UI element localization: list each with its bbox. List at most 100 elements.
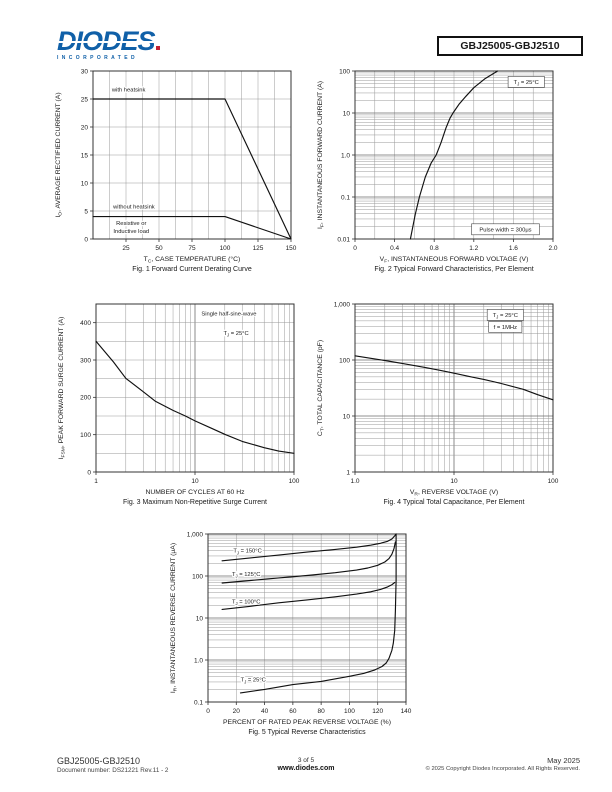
x-tick-label: 100 [220,245,231,252]
annotation-label: without heatsink [112,205,155,211]
annotation-box [488,321,523,333]
figure-5: TJ = 150°C TJ = 125°C TJ = 100°C TJ = 25°C 0… [164,527,416,736]
fig1-caption: Fig. 1 Forward Current Derating Curve [132,266,252,273]
figure-3: Single half-sine-wave TJ = 25°C 1 10 100 0 100… [52,297,304,506]
annotation-label: TJ = 25°C [493,313,518,320]
x-axis-title: NUMBER OF CYCLES AT 60 Hz [145,489,245,496]
x-axis-title: VF, INSTANTANEOUS FORWARD VOLTAGE (V) [380,256,529,265]
x-axis-title: TC, CASE TEMPERATURE (°C) [144,255,241,265]
series-forward-characteristic [409,70,499,240]
y-tick-label: 30 [81,68,89,75]
figure-4: TJ = 25°C f = 1MHz 1.0 10 100 1 10 100 1,000 VR, … [311,297,563,506]
series-total-capacitance [354,355,554,401]
y-tick-label: 25 [81,96,89,103]
y-tick-label: 400 [80,320,91,327]
y-tick-label: 100 [339,68,350,75]
annotation-box [486,309,524,321]
footer-page-info: 3 of 5 [297,757,315,764]
y-tick-label: 0.01 [337,236,350,243]
annotation-label: TJ = 100°C [232,599,260,606]
y-axis-title: IR, INSTANTANEOUS REVERSE CURRENT (μA) [170,543,179,693]
x-tick-label: 100 [548,478,559,485]
y-tick-label: 10 [81,180,89,187]
figure-2: TJ = 25°C Pulse width = 300μs 0 0.4 0.8 1.2 1.… [311,64,563,273]
annotation-label: TJ = 125°C [232,572,260,579]
x-tick-label: 150 [286,245,297,252]
footer-left: GBJ25005-GBJ2510 Document number: DS2122… [57,756,168,774]
y-tick-label: 1.0 [194,657,203,664]
fig5-chart: TJ = 150°C TJ = 125°C TJ = 100°C TJ = 25°C 0… [170,531,412,726]
figure-1: with heatsink without heatsink Resistive o… [49,64,301,273]
y-tick-label: 300 [80,357,91,364]
y-tick-label: 1,000 [334,301,351,308]
x-tick-label: 75 [188,245,196,252]
x-tick-label: 120 [372,708,383,715]
footer-website-link[interactable]: www.diodes.com [277,765,335,772]
fig1-chart: with heatsink without heatsink Resistive o… [55,68,297,265]
y-tick-label: 0 [84,236,88,243]
x-tick-label: 80 [318,708,326,715]
annotation-label: with heatsink [111,87,146,93]
y-tick-label: 0.1 [194,699,203,706]
x-axis-title: VR, REVERSE VOLTAGE (V) [410,489,498,498]
fig4-chart: TJ = 25°C f = 1MHz 1.0 10 100 1 10 100 1,000 VR, … [317,301,559,498]
x-tick-label: 40 [261,708,269,715]
series-surge-current [95,340,295,454]
part-number-box: GBJ25005-GBJ2510 [437,36,583,56]
x-tick-label: 1.6 [509,245,518,252]
x-axis-title: PERCENT OF RATED PEAK REVERSE VOLTAGE (%… [223,719,391,726]
y-axis-title: IO, AVERAGE RECTIFIED CURRENT (A) [55,92,64,217]
annotation-label: TJ = 150°C [233,549,261,556]
x-tick-label: 0.4 [390,245,399,252]
annotation-label: Pulse width = 300μs [479,228,531,234]
footer-center: 3 of 5 www.diodes.com [0,757,612,772]
x-tick-label: 10 [191,478,199,485]
x-tick-label: 60 [289,708,297,715]
x-tick-label: 1.2 [469,245,478,252]
x-tick-label: 100 [289,478,300,485]
footer-date: May 2025 [547,756,580,765]
diodes-logo-wordmark: DIODES [57,28,177,55]
annotation-label: TJ = 25°C [223,331,248,338]
diodes-logo-subtext: INCORPORATED [57,55,138,61]
fig2-caption: Fig. 2 Typical Forward Characteristics, … [374,266,534,273]
y-tick-label: 1,000 [187,531,204,538]
y-tick-label: 100 [339,357,350,364]
annotation-label: Resistive or [116,221,146,227]
series-without-heatsink [92,216,292,240]
x-tick-label: 10 [450,478,458,485]
x-tick-label: 50 [155,245,163,252]
x-tick-label: 20 [233,708,241,715]
annotation-label: Single half-sine-wave [201,312,256,318]
x-tick-label: 0 [353,245,357,252]
y-tick-label: 0 [87,469,91,476]
fig3-chart: Single half-sine-wave TJ = 25°C 1 10 100 0 100… [58,303,300,496]
annotation-label: TJ = 25°C [514,80,539,87]
y-tick-label: 20 [81,124,89,131]
y-tick-label: 1 [346,469,350,476]
fig2-chart: TJ = 25°C Pulse width = 300μs 0 0.4 0.8 1.2 1.… [317,68,558,265]
fig3-caption: Fig. 3 Maximum Non-Repetitive Surge Curr… [123,499,267,506]
y-tick-label: 10 [343,413,351,420]
y-tick-label: 100 [80,432,91,439]
y-tick-label: 200 [80,395,91,402]
logo-red-dot-icon [155,46,160,50]
footer-copyright: © 2025 Copyright Diodes Incorporated. Al… [425,766,580,772]
x-tick-label: 140 [401,708,412,715]
y-tick-label: 0.1 [341,194,350,201]
series-tj-100c [221,581,396,610]
y-tick-label: 5 [84,208,88,215]
annotation-box [507,76,545,88]
footer-part-number: GBJ25005-GBJ2510 [57,756,141,766]
footer-right: May 2025 © 2025 Copyright Diodes Incorpo… [426,756,580,772]
fig5-caption: Fig. 5 Typical Reverse Characteristics [248,729,366,736]
x-tick-label: 2.0 [548,245,557,252]
y-tick-label: 10 [343,110,351,117]
annotation-label: TJ = 25°C [241,678,266,685]
y-tick-label: 1.0 [341,152,350,159]
annotation-label: Inductive load [113,229,149,235]
logo-white-stripe [57,41,159,44]
series-tj-125c [221,541,396,584]
y-tick-label: 100 [192,573,203,580]
